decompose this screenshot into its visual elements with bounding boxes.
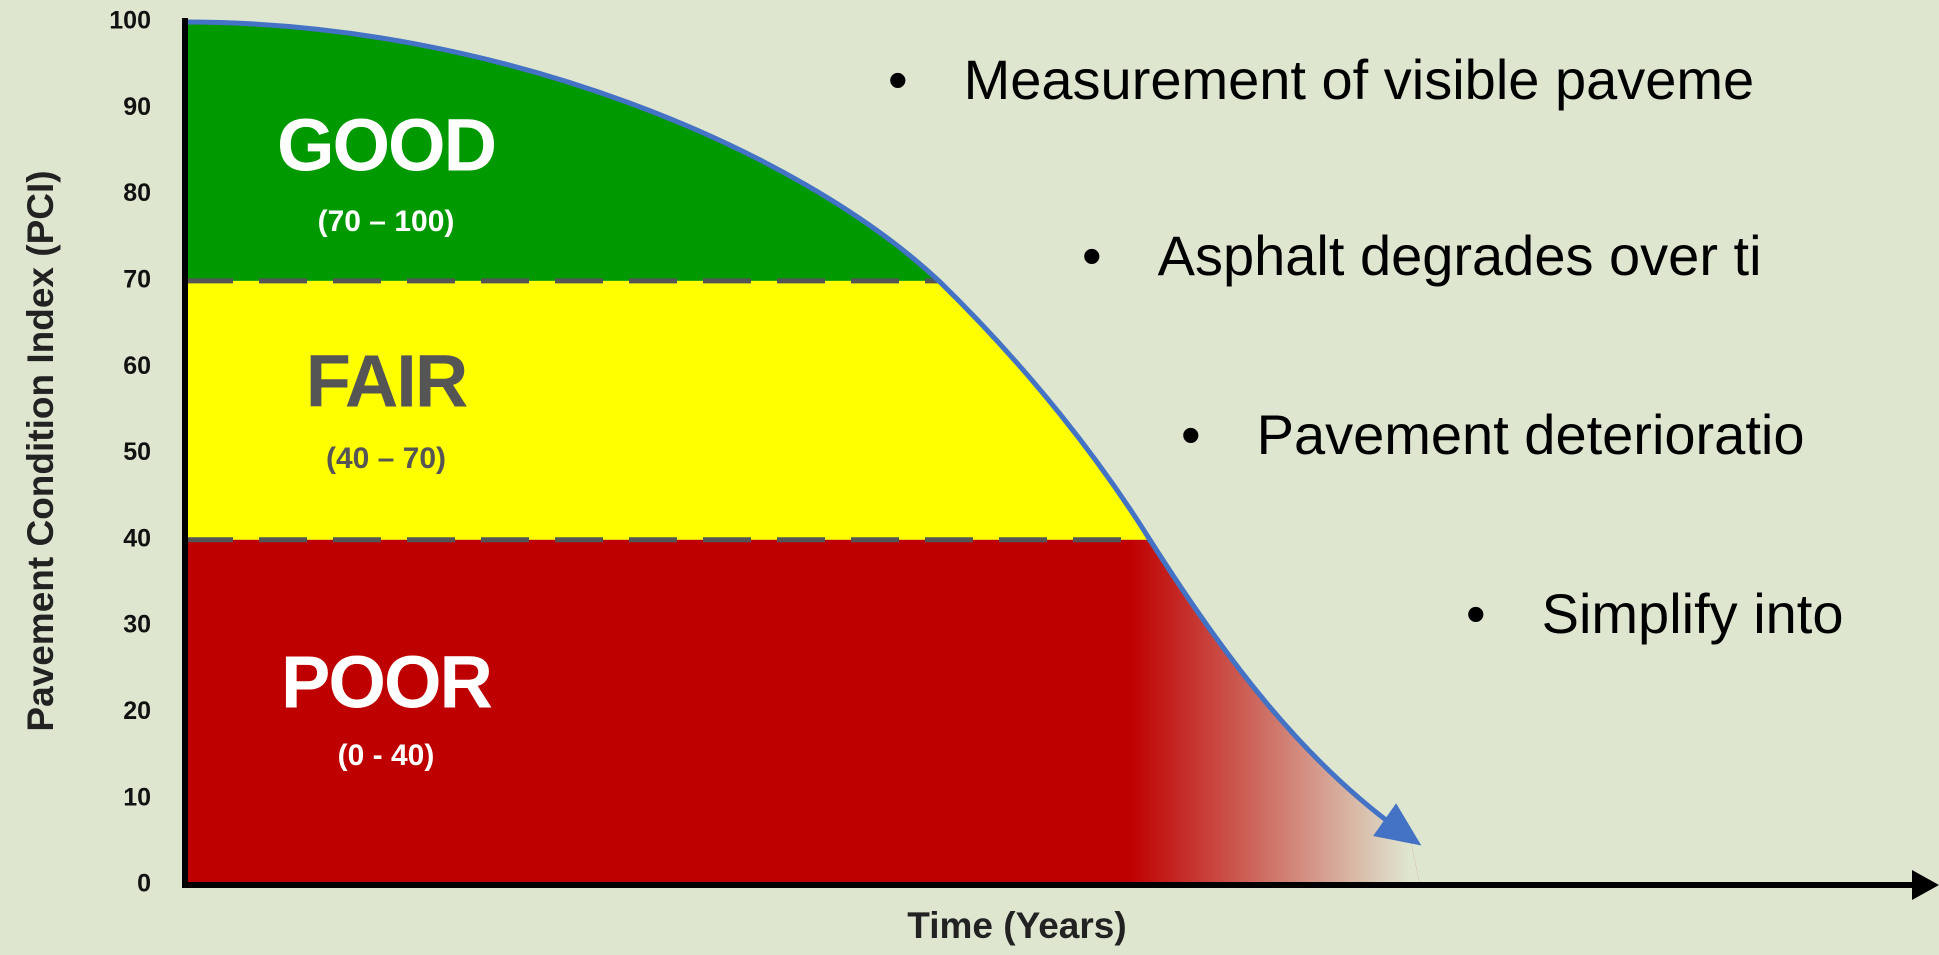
bullet-text: Pavement deterioratio: [1257, 403, 1805, 466]
bullet-dot: •: [1082, 224, 1158, 287]
y-tick-label: 0: [137, 870, 151, 898]
zone-name: FAIR: [306, 340, 467, 423]
x-axis-arrow: [1912, 870, 1939, 900]
y-tick-label: 80: [123, 179, 151, 207]
bullet-text: Simplify into: [1542, 582, 1844, 645]
zone-range: (70 – 100): [318, 205, 455, 238]
y-tick-label: 90: [123, 93, 151, 121]
zone-range: (0 - 40): [338, 739, 435, 772]
zone-name: POOR: [281, 641, 491, 724]
x-axis-title: Time (Years): [907, 905, 1126, 946]
bullet-text: Measurement of visible paveme: [964, 48, 1755, 111]
y-tick-label: 60: [123, 352, 151, 380]
y-tick-label: 100: [109, 7, 151, 35]
zone-name: GOOD: [277, 104, 495, 187]
y-tick-label: 40: [123, 524, 151, 552]
bullet-item: • Asphalt degrades over ti: [1082, 224, 1762, 287]
y-tick-label: 20: [123, 697, 151, 725]
bullet-dot: •: [1466, 582, 1542, 645]
y-axis-title: Pavement Condition Index (PCI): [20, 170, 61, 731]
y-tick-label: 50: [123, 438, 151, 466]
bullet-item: • Simplify into: [1466, 582, 1843, 645]
y-tick-label: 70: [123, 266, 151, 294]
bullet-item: • Measurement of visible paveme: [888, 48, 1754, 111]
y-tick-label: 10: [123, 783, 151, 811]
zone-range: (40 – 70): [326, 442, 446, 475]
deterioration-curve: [184, 19, 1422, 846]
bullet-item: • Pavement deterioratio: [1181, 403, 1804, 466]
bullet-text: Asphalt degrades over ti: [1158, 224, 1762, 287]
bullet-dot: •: [1181, 403, 1257, 466]
y-tick-label: 30: [123, 611, 151, 639]
bullet-dot: •: [888, 48, 964, 111]
